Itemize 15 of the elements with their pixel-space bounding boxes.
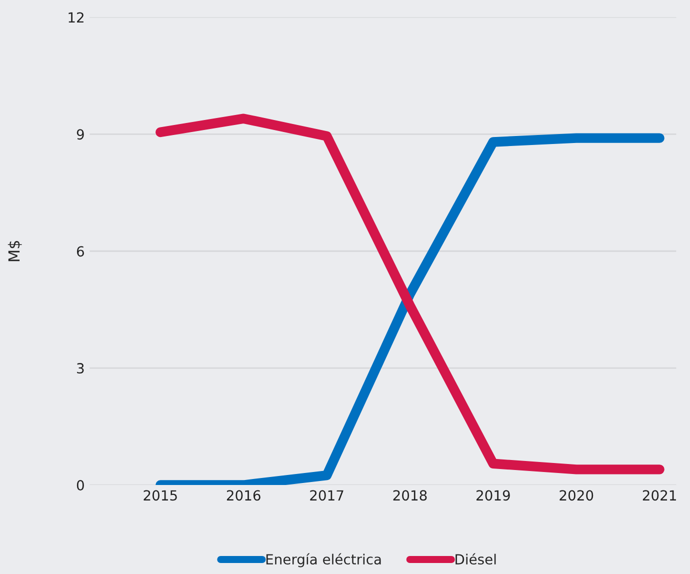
x-tick-label: 2018 (393, 490, 427, 501)
y-tick-label: 6 (76, 246, 84, 257)
legend-label: Diésel (456, 553, 496, 565)
x-tick-label: 2019 (476, 490, 510, 501)
y-tick-label: 3 (77, 363, 84, 374)
y-axis-title: M$ (8, 240, 22, 262)
x-tick-label: 2015 (144, 490, 177, 501)
x-tick-label: 2017 (310, 490, 344, 501)
y-tick-label: 0 (76, 480, 84, 491)
x-tick-label: 2021 (642, 490, 676, 501)
legend-label: Energía eléctrica (266, 553, 381, 568)
y-tick-label: 12 (68, 12, 84, 22)
y-tick-label: 9 (76, 129, 84, 140)
x-tick-label: 2020 (560, 490, 594, 501)
x-tick-label: 2016 (226, 490, 260, 501)
